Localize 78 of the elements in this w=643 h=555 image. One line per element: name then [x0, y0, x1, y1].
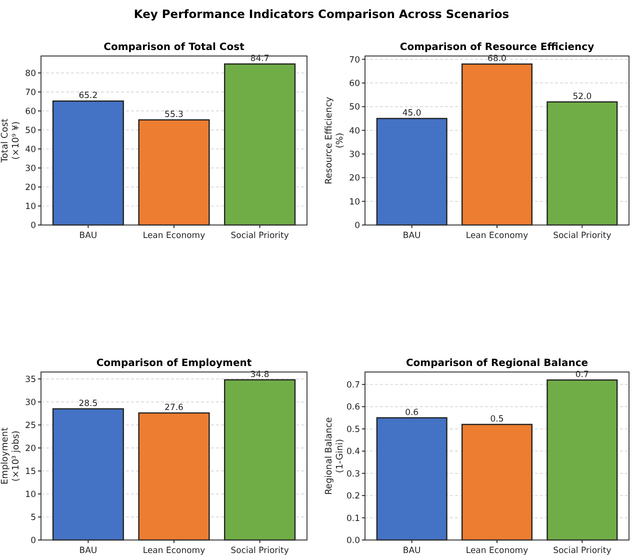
- bar: [52, 100, 124, 226]
- chart-title: Comparison of Employment: [96, 358, 252, 369]
- y-tick-label: 0.3: [346, 469, 360, 480]
- y-tick-label: 20: [25, 444, 36, 454]
- y-tick-label: 0.0: [346, 536, 360, 546]
- x-tick-label: BAU: [402, 546, 421, 555]
- y-tick-label: 25: [25, 420, 36, 431]
- bar: [138, 412, 210, 541]
- bar: [224, 63, 296, 226]
- y-tick-label: 40: [349, 126, 360, 136]
- x-tick-label: BAU: [402, 231, 421, 241]
- y-tick-label: 0: [30, 536, 36, 546]
- y-tick-label: 70: [349, 55, 360, 66]
- bar: [376, 417, 448, 541]
- x-tick-label: BAU: [79, 546, 98, 555]
- text: Key Performance Indicators Comparison Across Scenarios: [134, 7, 510, 21]
- chart-title: Comparison of Resource Efficiency: [400, 42, 595, 53]
- y-tick-label: 50: [25, 126, 36, 136]
- y-tick-label: 30: [25, 398, 36, 408]
- y-tick-label: 15: [25, 466, 36, 477]
- data-label: 68.0: [488, 54, 506, 64]
- bar: [138, 119, 210, 226]
- bar: [546, 101, 618, 226]
- data-label: 84.7: [250, 54, 270, 64]
- chart-title: Comparison of Regional Balance: [406, 358, 588, 369]
- x-tick-label: Social Priority: [230, 546, 289, 555]
- x-tick-label: Social Priority: [230, 231, 289, 241]
- y-tick-label: 10: [349, 197, 360, 208]
- y-tick-label: 10: [25, 490, 36, 500]
- data-label: 0.6: [405, 408, 419, 418]
- data-label: 45.0: [402, 108, 422, 118]
- y-tick-label: 60: [349, 78, 360, 89]
- bar: [546, 379, 618, 541]
- y-tick-label: 35: [25, 374, 36, 385]
- data-label: 65.2: [78, 91, 98, 102]
- data-label: 0.5: [490, 414, 504, 424]
- y-tick-label: 0.1: [346, 514, 360, 524]
- y-tick-label: 80: [25, 68, 36, 79]
- y-tick-label: 10: [25, 202, 36, 212]
- y-tick-label: 5: [30, 512, 36, 523]
- y-tick-label: 20: [349, 174, 360, 184]
- y-tick-label: 30: [25, 164, 36, 174]
- bar: [224, 379, 296, 541]
- y-tick-label: 50: [349, 102, 360, 113]
- y-axis-title: Resource Efficiency (%): [324, 96, 346, 184]
- data-label: 52.0: [572, 92, 592, 102]
- y-tick-label: 0: [354, 221, 360, 231]
- x-tick-label: Lean Economy: [142, 546, 206, 555]
- data-label: 27.6: [164, 402, 184, 413]
- bar: [52, 408, 124, 541]
- chart-title: Comparison of Total Cost: [104, 42, 245, 53]
- x-tick-label: Lean Economy: [466, 546, 528, 555]
- y-tick-label: 0.6: [346, 402, 360, 413]
- y-tick-label: 0.5: [346, 424, 360, 435]
- y-tick-label: 0: [30, 221, 36, 231]
- bar: [461, 424, 533, 541]
- y-tick-label: 30: [349, 150, 360, 160]
- x-tick-label: Lean Economy: [142, 231, 206, 241]
- bar: [376, 118, 448, 226]
- x-tick-label: Social Priority: [553, 231, 612, 241]
- y-axis-title: Employment (×10³ jobs): [0, 427, 22, 485]
- x-tick-label: Social Priority: [553, 546, 612, 555]
- y-tick-label: 20: [25, 182, 36, 193]
- bar: [461, 63, 533, 226]
- y-axis-title: Total Cost (×10⁹ ¥): [0, 118, 22, 164]
- y-tick-label: 70: [25, 88, 36, 98]
- y-tick-label: 0.4: [346, 447, 360, 458]
- data-label: 34.8: [250, 370, 270, 380]
- x-tick-label: Lean Economy: [466, 231, 528, 241]
- y-tick-label: 40: [25, 144, 36, 155]
- y-tick-label: 60: [25, 106, 36, 117]
- data-label: 55.3: [164, 110, 184, 120]
- y-tick-label: 0.7: [346, 380, 360, 390]
- data-label: 28.5: [78, 398, 98, 409]
- data-label: 0.7: [575, 370, 589, 380]
- y-tick-label: 0.2: [346, 492, 360, 502]
- y-axis-title: Regional Balance (1-Gini): [324, 416, 346, 495]
- x-tick-label: BAU: [79, 231, 98, 241]
